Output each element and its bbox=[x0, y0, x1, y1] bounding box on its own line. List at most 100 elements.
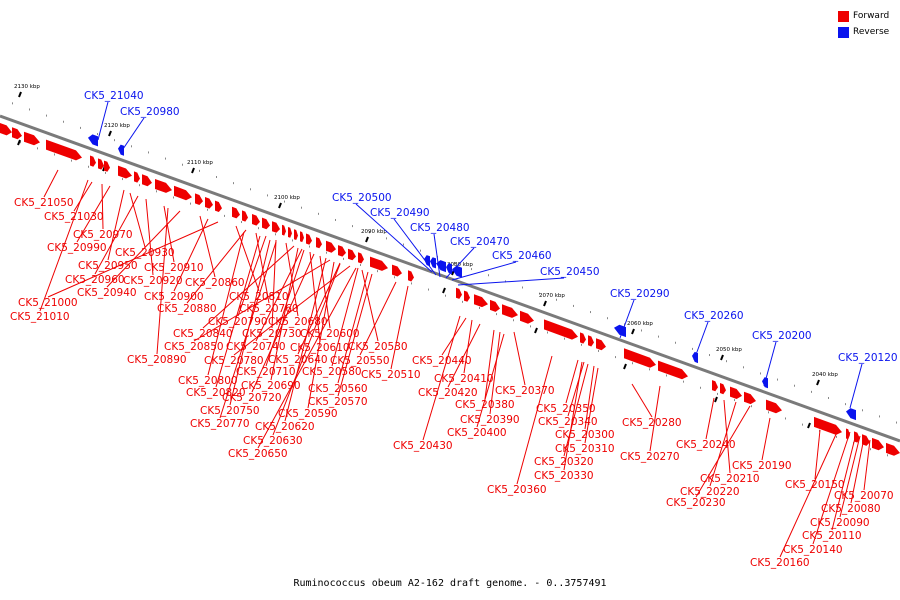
gene-label[interactable]: CK5_20230 bbox=[666, 497, 726, 509]
forward-gene[interactable] bbox=[98, 158, 104, 170]
gene-label[interactable]: CK5_20600 bbox=[300, 328, 360, 340]
forward-gene[interactable] bbox=[195, 193, 203, 205]
gene-label[interactable]: CK5_20650 bbox=[228, 448, 288, 460]
forward-gene[interactable] bbox=[232, 206, 240, 219]
gene-label[interactable]: CK5_20200 bbox=[752, 330, 812, 342]
reverse-gene[interactable] bbox=[118, 144, 124, 156]
gene-label[interactable]: CK5_20690 bbox=[241, 380, 301, 392]
gene-label[interactable]: CK5_20460 bbox=[492, 250, 552, 262]
gene-label[interactable]: CK5_21000 bbox=[18, 297, 78, 309]
forward-gene[interactable] bbox=[456, 287, 462, 299]
gene-label[interactable]: CK5_20340 bbox=[538, 416, 598, 428]
gene-label[interactable]: CK5_20810 bbox=[229, 291, 289, 303]
forward-gene[interactable] bbox=[358, 252, 364, 264]
gene-label[interactable]: CK5_20320 bbox=[534, 456, 594, 468]
forward-gene[interactable] bbox=[744, 391, 756, 405]
gene-label[interactable]: CK5_20850 bbox=[164, 341, 224, 353]
gene-label[interactable]: CK5_20470 bbox=[450, 236, 510, 248]
gene-label[interactable]: CK5_20140 bbox=[783, 544, 843, 556]
gene-label[interactable]: CK5_20790 bbox=[208, 316, 268, 328]
forward-gene[interactable] bbox=[134, 171, 140, 183]
gene-label[interactable]: CK5_20560 bbox=[308, 383, 368, 395]
forward-gene[interactable] bbox=[658, 360, 688, 380]
gene-label[interactable]: CK5_21010 bbox=[10, 311, 70, 323]
gene-label[interactable]: CK5_20910 bbox=[144, 262, 204, 274]
forward-gene[interactable] bbox=[348, 248, 356, 261]
gene-label[interactable]: CK5_20290 bbox=[610, 288, 670, 300]
gene-label[interactable]: CK5_20070 bbox=[834, 490, 894, 502]
reverse-gene[interactable] bbox=[452, 265, 462, 278]
gene-label[interactable]: CK5_20990 bbox=[47, 242, 107, 254]
gene-label[interactable]: CK5_20310 bbox=[555, 443, 615, 455]
gene-label[interactable]: CK5_20940 bbox=[77, 287, 137, 299]
gene-label[interactable]: CK5_20880 bbox=[157, 303, 217, 315]
forward-gene[interactable] bbox=[12, 127, 22, 140]
forward-gene[interactable] bbox=[46, 139, 82, 161]
forward-gene[interactable] bbox=[520, 310, 534, 324]
forward-gene[interactable] bbox=[464, 290, 470, 302]
gene-label[interactable]: CK5_20950 bbox=[78, 260, 138, 272]
gene-label[interactable]: CK5_20220 bbox=[680, 486, 740, 498]
gene-label[interactable]: CK5_20780 bbox=[204, 355, 264, 367]
forward-gene[interactable] bbox=[252, 214, 260, 226]
gene-label[interactable]: CK5_20110 bbox=[802, 530, 862, 542]
reverse-gene[interactable] bbox=[436, 260, 446, 273]
gene-label[interactable]: CK5_20260 bbox=[684, 310, 744, 322]
forward-gene[interactable] bbox=[104, 160, 110, 172]
forward-gene[interactable] bbox=[288, 227, 292, 238]
forward-gene[interactable] bbox=[544, 319, 578, 340]
forward-gene[interactable] bbox=[588, 335, 594, 347]
gene-label[interactable]: CK5_20760 bbox=[239, 303, 299, 315]
gene-label[interactable]: CK5_20380 bbox=[455, 399, 515, 411]
gene-label[interactable]: CK5_20730 bbox=[242, 328, 302, 340]
forward-gene[interactable] bbox=[580, 332, 586, 344]
gene-label[interactable]: CK5_20430 bbox=[393, 440, 453, 452]
gene-label[interactable]: CK5_20510 bbox=[361, 369, 421, 381]
reverse-gene[interactable] bbox=[846, 408, 856, 421]
gene-label[interactable]: CK5_20820 bbox=[186, 387, 246, 399]
forward-gene[interactable] bbox=[155, 179, 172, 193]
gene-label[interactable]: CK5_20640 bbox=[268, 354, 328, 366]
forward-gene[interactable] bbox=[872, 437, 884, 451]
gene-label[interactable]: CK5_20890 bbox=[127, 354, 187, 366]
gene-label[interactable]: CK5_20270 bbox=[620, 451, 680, 463]
gene-label[interactable]: CK5_20150 bbox=[785, 479, 845, 491]
forward-gene[interactable] bbox=[490, 299, 500, 312]
reverse-gene[interactable] bbox=[424, 255, 430, 267]
gene-label[interactable]: CK5_20620 bbox=[255, 421, 315, 433]
forward-gene[interactable] bbox=[370, 256, 388, 271]
forward-gene[interactable] bbox=[300, 231, 304, 243]
forward-gene[interactable] bbox=[294, 229, 298, 240]
gene-label[interactable]: CK5_20370 bbox=[495, 385, 555, 397]
gene-label[interactable]: CK5_20710 bbox=[236, 366, 296, 378]
gene-label[interactable]: CK5_20740 bbox=[226, 341, 286, 353]
legend-item-reverse[interactable]: Reverse bbox=[838, 24, 889, 40]
gene-label[interactable]: CK5_20570 bbox=[308, 396, 368, 408]
gene-label[interactable]: CK5_20900 bbox=[144, 291, 204, 303]
gene-label[interactable]: CK5_20400 bbox=[447, 427, 507, 439]
gene-label[interactable]: CK5_20980 bbox=[120, 106, 180, 118]
forward-gene[interactable] bbox=[118, 165, 132, 179]
gene-label[interactable]: CK5_20360 bbox=[487, 484, 547, 496]
gene-label[interactable]: CK5_20120 bbox=[838, 352, 898, 364]
gene-label[interactable]: CK5_20450 bbox=[540, 266, 600, 278]
forward-gene[interactable] bbox=[712, 380, 718, 392]
gene-label[interactable]: CK5_20190 bbox=[732, 460, 792, 472]
forward-gene[interactable] bbox=[90, 155, 96, 167]
gene-label[interactable]: CK5_20500 bbox=[332, 192, 392, 204]
gene-label[interactable]: CK5_20930 bbox=[115, 247, 175, 259]
gene-label[interactable]: CK5_20490 bbox=[370, 207, 430, 219]
forward-gene[interactable] bbox=[316, 237, 322, 249]
gene-label[interactable]: CK5_20210 bbox=[700, 473, 760, 485]
gene-label[interactable]: CK5_20840 bbox=[173, 328, 233, 340]
gene-label[interactable]: CK5_20970 bbox=[73, 229, 133, 241]
reverse-gene[interactable] bbox=[614, 324, 626, 338]
forward-gene[interactable] bbox=[624, 348, 656, 368]
reverse-gene[interactable] bbox=[762, 377, 768, 389]
gene-label[interactable]: CK5_21040 bbox=[84, 90, 144, 102]
forward-gene[interactable] bbox=[846, 428, 850, 440]
forward-gene[interactable] bbox=[326, 240, 336, 253]
forward-gene[interactable] bbox=[814, 416, 842, 435]
gene-label[interactable]: CK5_20720 bbox=[222, 392, 282, 404]
gene-label[interactable]: CK5_20420 bbox=[418, 387, 478, 399]
